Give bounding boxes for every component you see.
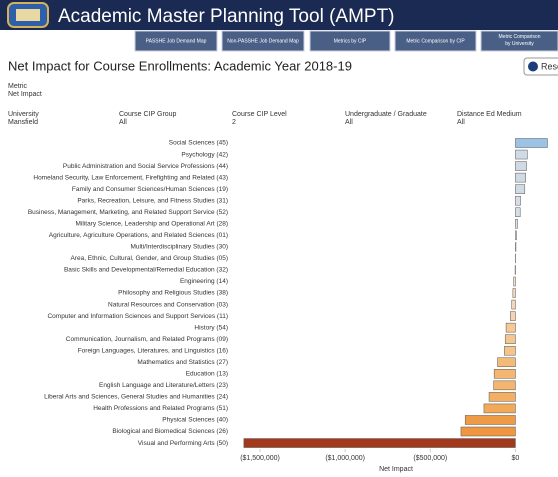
bar bbox=[515, 242, 517, 252]
y-tick-label: Philosophy and Religious Studies (38) bbox=[118, 290, 228, 297]
bar bbox=[515, 149, 528, 160]
bar bbox=[460, 426, 516, 437]
filter-label[interactable]: Undergraduate / Graduate bbox=[345, 111, 427, 118]
y-tick-label: Military Science, Leadership and Operati… bbox=[76, 220, 228, 227]
filter-value[interactable]: 2 bbox=[232, 119, 236, 126]
filter-value[interactable]: All bbox=[457, 119, 465, 126]
nav-button[interactable] bbox=[134, 30, 218, 52]
metric-label: Metric bbox=[8, 83, 28, 90]
nav-button[interactable] bbox=[394, 30, 477, 52]
bar bbox=[515, 138, 548, 148]
y-tick-label: Engineering (14) bbox=[180, 278, 228, 285]
bar bbox=[488, 392, 516, 402]
chart: ($1,500,000) ($1,000,000) ($500,000) $0 Soci… bbox=[28, 138, 548, 462]
bar bbox=[515, 172, 526, 183]
filter-value[interactable]: Mansfield bbox=[8, 119, 38, 126]
x-tick-label: ($500,000) bbox=[413, 455, 447, 462]
nav-button-label[interactable]: Metric Comparison by University bbox=[499, 34, 541, 47]
y-tick-label: Education (13) bbox=[186, 371, 228, 378]
y-tick-label: Physical Sciences (40) bbox=[162, 417, 228, 424]
y-tick-label: Mathematics and Statistics (27) bbox=[137, 359, 228, 366]
nav: PASSHE Job Demand Map Non-PASSHE Job Dema… bbox=[134, 30, 558, 52]
filter-value[interactable]: All bbox=[119, 119, 127, 126]
filter-value[interactable]: All bbox=[345, 119, 353, 126]
y-tick-label: Liberal Arts and Sciences, General Studi… bbox=[44, 394, 228, 401]
bar bbox=[493, 369, 516, 379]
nav-button[interactable] bbox=[309, 30, 391, 52]
y-tick-label: Visual and Performing Arts (50) bbox=[138, 440, 228, 447]
bar bbox=[504, 345, 516, 356]
bar bbox=[512, 288, 516, 298]
filter-label[interactable]: Course CIP Level bbox=[232, 111, 287, 118]
y-tick-label: Area, Ethnic, Cultural, Gender, and Grou… bbox=[70, 255, 228, 262]
y-tick-label: Communication, Journalism, and Related P… bbox=[66, 336, 228, 343]
y-tick-label: Agriculture, Agriculture Operations, and… bbox=[49, 232, 228, 239]
bar bbox=[515, 230, 517, 241]
y-tick-label: Psychology (42) bbox=[181, 151, 228, 158]
nav-button[interactable] bbox=[221, 30, 305, 52]
nav-button-label[interactable]: Metric Comparison by CIP bbox=[406, 38, 465, 44]
nav-button-label[interactable]: PASSHE Job Demand Map bbox=[146, 38, 207, 44]
filter-label[interactable]: University bbox=[8, 111, 39, 118]
y-tick-label: Biological and Biomedical Sciences (26) bbox=[112, 428, 228, 435]
filter-label[interactable]: Distance Ed Medium bbox=[457, 111, 522, 118]
x-axis-label: Net Impact bbox=[379, 466, 413, 473]
bar bbox=[504, 334, 516, 344]
y-tick-label: Public Administration and Social Service… bbox=[63, 163, 228, 170]
x-tick-label: ($1,500,000) bbox=[240, 455, 280, 462]
y-tick-label: Parks, Recreation, Leisure, and Fitness … bbox=[77, 197, 228, 204]
y-tick-label: Multi/Interdisciplinary Studies (30) bbox=[130, 244, 228, 251]
y-tick-label: Basic Skills and Developmental/Remedial … bbox=[64, 267, 228, 274]
bar bbox=[505, 322, 516, 333]
y-tick-label: Foreign Languages, Literatures, and Ling… bbox=[78, 347, 228, 354]
y-tick-label: Social Sciences (45) bbox=[169, 140, 228, 147]
y-tick-label: Computer and Information Sciences and Su… bbox=[47, 313, 228, 320]
logo bbox=[7, 2, 49, 28]
reset-label[interactable]: Reset bbox=[541, 61, 558, 71]
bar bbox=[513, 276, 516, 287]
nav-button-label[interactable]: Metrics by CIP bbox=[334, 38, 367, 44]
y-tick-label: Homeland Security, Law Enforcement, Fire… bbox=[33, 174, 228, 181]
bar bbox=[243, 438, 516, 448]
app-title: Academic Master Planning Tool (AMPT) bbox=[58, 6, 395, 27]
bar bbox=[464, 415, 516, 425]
bar bbox=[515, 207, 521, 217]
x-tick-label: ($1,000,000) bbox=[325, 455, 365, 462]
y-tick-label: English Language and Literature/Letters … bbox=[99, 382, 228, 389]
bar bbox=[511, 299, 516, 310]
metric-value: Net Impact bbox=[8, 91, 42, 98]
y-tick-label: History (54) bbox=[194, 324, 228, 331]
bar bbox=[493, 380, 516, 391]
bar bbox=[515, 219, 518, 229]
y-tick-label: Natural Resources and Conservation (03) bbox=[108, 301, 228, 308]
bar bbox=[515, 195, 521, 206]
chart-title: Net Impact for Course Enrollments: Acade… bbox=[8, 58, 352, 73]
bar bbox=[483, 403, 516, 414]
reset-button[interactable]: Reset bbox=[523, 57, 558, 76]
header-bar bbox=[0, 0, 558, 30]
y-tick-label: Business, Management, Marketing, and Rel… bbox=[28, 209, 228, 216]
y-tick-label: Family and Consumer Sciences/Human Scien… bbox=[72, 186, 228, 193]
bar bbox=[510, 311, 516, 321]
nav-button[interactable] bbox=[480, 30, 558, 52]
bar bbox=[497, 357, 516, 368]
bar bbox=[515, 161, 527, 171]
x-tick-label: $0 bbox=[512, 455, 520, 462]
bar bbox=[515, 184, 526, 194]
nav-button-label[interactable]: Non-PASSHE Job Demand Map bbox=[227, 38, 299, 44]
filter-label[interactable]: Course CIP Group bbox=[119, 111, 177, 118]
y-tick-label: Health Professions and Related Programs … bbox=[93, 405, 228, 412]
